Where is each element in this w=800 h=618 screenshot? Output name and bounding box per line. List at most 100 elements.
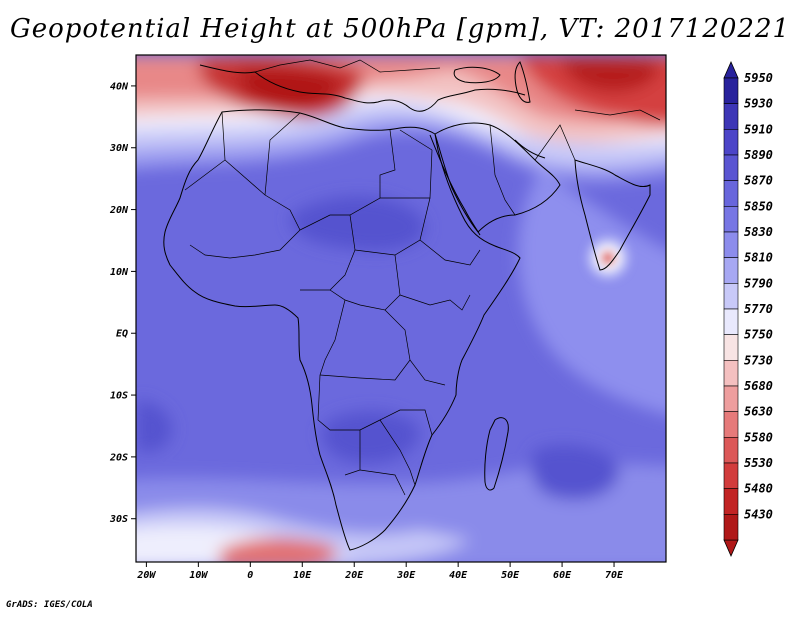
africa-coast [163,109,521,551]
map-title: Geopotential Height at 500hPa [gpm], VT:… [9,14,791,44]
colorbar-min-arrow [723,539,739,557]
colorbar-level-label: 5530 [744,456,773,470]
india-coast [574,159,651,271]
colorbar-swatch [723,154,739,181]
y-tick-label: 10N [110,267,129,278]
colorbar-swatch [723,206,739,233]
colorbar-swatch [723,231,739,258]
map-frame [135,54,667,563]
low-asia-core [560,57,660,92]
cyclone-core [604,254,612,262]
y-tick-label: 40N [110,81,129,92]
persian-gulf [514,139,546,159]
band-indian-ocean [518,170,666,415]
x-tick-label: 10E [293,570,312,581]
y-tick-label: 10S [110,391,128,402]
colorbar-swatch [723,129,739,156]
cyclone-feature [586,236,630,280]
border-20 [489,124,516,216]
border-7 [189,229,301,259]
x-axis: 20W 10W 0 10E 20E 30E 40E 50E 60E 70E [136,562,624,581]
colorbar-swatch [723,385,739,412]
y-tick-label: 20N [109,205,129,216]
coastlines [163,61,651,551]
y-tick-label: 20S [109,452,128,463]
border-12 [319,299,346,376]
colorbar-level-label: 5730 [744,353,773,367]
band-south-africa-dark [321,411,420,464]
y-tick-label: EQ [116,329,128,340]
x-tick-label: 10W [189,570,208,581]
border-23 [254,59,441,73]
border-15 [317,374,433,436]
colorbar-swatch [723,283,739,310]
border-9 [329,254,401,311]
colorbar-level-label: 5930 [744,97,773,111]
grads-credit: GrADS: IGES/COLA [6,600,93,610]
colorbar-level-label: 5770 [744,302,773,316]
border-18 [359,469,406,496]
band-atlantic-dark [136,400,172,452]
colorbar: 5950 5930 5910 5890 5870 5850 5830 5810 5790 5770… [723,61,773,557]
colorbar-level-label: 5630 [744,405,773,419]
border-6 [300,214,356,291]
colorbar-swatch [723,103,739,130]
border-19 [399,129,433,151]
height-field [136,55,666,562]
country-borders [184,59,661,496]
colorbar-level-label: 5890 [744,148,773,162]
colorbar-swatch [723,257,739,284]
band-madagascar-east-dark [531,445,620,500]
colorbar-level-label: 5850 [744,199,773,213]
colorbar-level-label: 5580 [744,430,773,444]
border-3 [264,112,301,196]
colorbar-level-label: 5430 [744,507,773,521]
colorbar-level-label: 5480 [744,482,773,496]
colorbar-swatch [723,411,739,438]
red-sea [429,134,481,236]
colorbar-level-label: 5750 [744,328,773,342]
arabia-coast [434,122,561,233]
border-8 [354,197,431,256]
madagascar-coast [484,417,509,491]
border-17 [379,419,416,486]
colorbar-swatch [723,77,739,104]
colorbar-level-label: 5870 [744,174,773,188]
colorbar-swatch [723,308,739,335]
x-tick-label: 30E [396,570,416,581]
caspian-sea [514,61,531,103]
border-1 [184,111,226,191]
band-sahel-dark [290,196,426,251]
y-tick-label: 30S [109,514,128,525]
x-tick-label: 0 [247,570,253,581]
colorbar-swatch [723,437,739,464]
x-tick-label: 40E [449,570,468,581]
x-tick-label: 20W [136,570,156,581]
border-21 [534,124,576,161]
colorbar-swatch [723,462,739,489]
colorbar-level-label: 5950 [744,71,773,85]
field-bands [136,55,666,562]
y-tick-label: 30N [109,143,129,154]
colorbar-swatch [723,360,739,387]
border-2 [224,159,301,231]
colorbar-max-arrow [723,61,739,79]
low-mediterranean-core [240,68,340,108]
colorbar-swatch [723,180,739,207]
colorbar-swatch [723,514,739,541]
colorbar-level-label: 5790 [744,276,773,290]
europe-coast [199,64,526,112]
border-11 [399,294,471,311]
colorbar-level-label: 5680 [744,379,773,393]
colorbar-level-label: 5830 [744,225,773,239]
x-tick-label: 20E [344,570,364,581]
low-south-atlantic [220,538,337,562]
colorbar-level-label: 5910 [744,122,773,136]
x-tick-label: 70E [605,570,624,581]
y-axis: 40N 30N 20N 10N EQ 10S 20S 30S [109,81,136,525]
x-tick-label: 60E [553,570,572,581]
colorbar-swatch [723,334,739,361]
border-10 [419,239,481,266]
x-tick-label: 50E [501,570,520,581]
